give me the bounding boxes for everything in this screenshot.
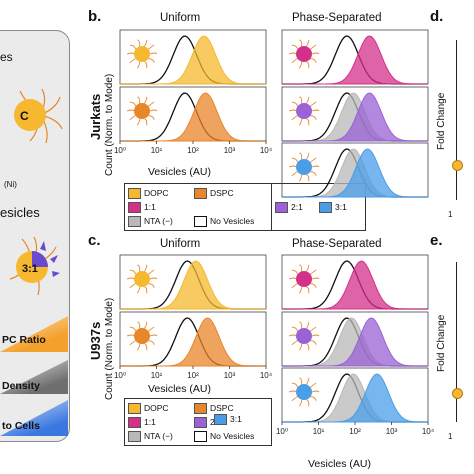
- ratio-bar-label: PC Ratio: [2, 334, 46, 346]
- x-tick-label: 10²: [187, 371, 199, 380]
- legend-b-extra: 2:1 3:1: [272, 183, 366, 231]
- legend-b-none-swatch: [194, 216, 207, 228]
- marker-d: [452, 160, 463, 171]
- x-tick-label: 10⁴: [260, 146, 273, 155]
- vesicle-glyph: [288, 39, 320, 69]
- vesicle-glyph: [288, 321, 320, 351]
- legend-c-r21-swatch: [194, 417, 207, 429]
- xlabel-b: Vesicles (AU): [148, 166, 212, 178]
- histogram-dopc: [120, 260, 266, 310]
- x-tick-label: 10¹: [151, 146, 163, 155]
- legend-b-nta-swatch: [128, 216, 141, 228]
- cells-bar-label: to Cells: [2, 420, 40, 432]
- x-tick-label: 10⁴: [422, 427, 435, 436]
- legend-b-r31: 3:1: [319, 202, 347, 214]
- density-bar-label: Density: [2, 380, 40, 392]
- legend-b-dspc: DSPC: [194, 188, 234, 200]
- legend-c-dspc-swatch: [194, 403, 207, 415]
- legend-c-dopc-swatch: [128, 403, 141, 415]
- histogram-3-1: [282, 148, 428, 198]
- vesicle-glyph: [288, 264, 320, 294]
- schematic-text-4: esicles: [0, 205, 40, 220]
- title-c-uniform: Uniform: [160, 238, 201, 250]
- title-c-phase: Phase-Separated: [292, 238, 382, 250]
- legend-b-nta: NTA (−): [128, 214, 194, 228]
- axis-e: [456, 262, 457, 422]
- legend-b-r21: 2:1: [275, 200, 319, 214]
- title-b-uniform: Uniform: [160, 12, 201, 24]
- histogram-dopc: [120, 35, 266, 85]
- panel-letter-e: e.: [430, 232, 443, 249]
- x-tick-label: 10¹: [313, 427, 325, 436]
- legend-c-r31: 3:1: [214, 414, 242, 426]
- legend-b-r11-swatch: [128, 202, 141, 214]
- panel-letter-d: d.: [430, 8, 444, 25]
- tick-e-1: 1: [448, 432, 453, 441]
- schematic-text-3: (Ni): [4, 180, 17, 189]
- x-tick-label: 10²: [187, 146, 199, 155]
- legend-b-dopc: DOPC: [128, 186, 194, 200]
- legend-b: DOPC DSPC 1:1 NTA (−) No Vesicles: [124, 183, 272, 231]
- legend-c-r11: 1:1: [128, 415, 194, 429]
- marker-e: [452, 388, 463, 399]
- histogram-dspc: [120, 317, 266, 367]
- legend-c-r11-swatch: [128, 417, 141, 429]
- panel-letter-c: c.: [88, 232, 101, 249]
- vesicle-glyph: [126, 96, 158, 126]
- panel-letter-b: b.: [88, 8, 102, 25]
- legend-b-r11: 1:1: [128, 200, 194, 214]
- x-tick-label: 10¹: [151, 371, 163, 380]
- vesicle-glyph: [126, 39, 158, 69]
- legend-c-nta: NTA (−): [128, 429, 194, 443]
- legend-b-dopc-swatch: [128, 188, 141, 200]
- title-b-phase: Phase-Separated: [292, 12, 382, 24]
- legend-c-r31-swatch: [214, 414, 227, 426]
- x-tick-label: 10³: [224, 371, 236, 380]
- histogram-1-1: [282, 260, 428, 310]
- axis-d: [456, 40, 457, 200]
- legend-c-dopc: DOPC: [128, 401, 194, 415]
- vesicle-glyph: [288, 152, 320, 182]
- vesicle-glyph: [126, 264, 158, 294]
- legend-b-dspc-swatch: [194, 188, 207, 200]
- vesicle-glyph: [288, 96, 320, 126]
- legend-b-none: No Vesicles: [194, 216, 254, 228]
- histogram-dspc: [120, 92, 266, 142]
- xlabel-c-right: Vesicles (AU): [308, 458, 372, 470]
- xlabel-c-left: Vesicles (AU): [148, 383, 212, 395]
- x-tick-label: 10⁰: [276, 427, 288, 436]
- legend-b-r21-swatch: [275, 202, 288, 214]
- x-tick-label: 10⁰: [114, 371, 126, 380]
- histogram-3-1: [282, 373, 428, 423]
- x-tick-label: 10³: [386, 427, 398, 436]
- schematic-vesicle-bottom: 3:1: [9, 236, 60, 296]
- x-tick-label: 10²: [349, 427, 361, 436]
- histogram-2-1: [282, 317, 428, 367]
- tick-d-1: 1: [448, 210, 453, 219]
- schematic-text-1: es: [0, 50, 13, 64]
- histogram-2-1: [282, 92, 428, 142]
- histogram-1-1: [282, 35, 428, 85]
- legend-c-none: No Vesicles: [194, 431, 254, 443]
- x-tick-label: 10³: [224, 146, 236, 155]
- x-tick-label: 10⁴: [260, 371, 273, 380]
- x-tick-label: 10⁰: [114, 146, 126, 155]
- vesicle-glyph: [288, 377, 320, 407]
- schematic-text-5: 3:1: [22, 263, 38, 275]
- schematic-text-2: C: [20, 109, 29, 123]
- legend-b-r31-swatch: [319, 202, 332, 214]
- legend-c-dspc: DSPC: [194, 403, 234, 415]
- schematic-vesicle-top: C: [14, 88, 63, 144]
- legend-c-none-swatch: [194, 431, 207, 443]
- legend-c-nta-swatch: [128, 431, 141, 443]
- vesicle-glyph: [126, 321, 158, 351]
